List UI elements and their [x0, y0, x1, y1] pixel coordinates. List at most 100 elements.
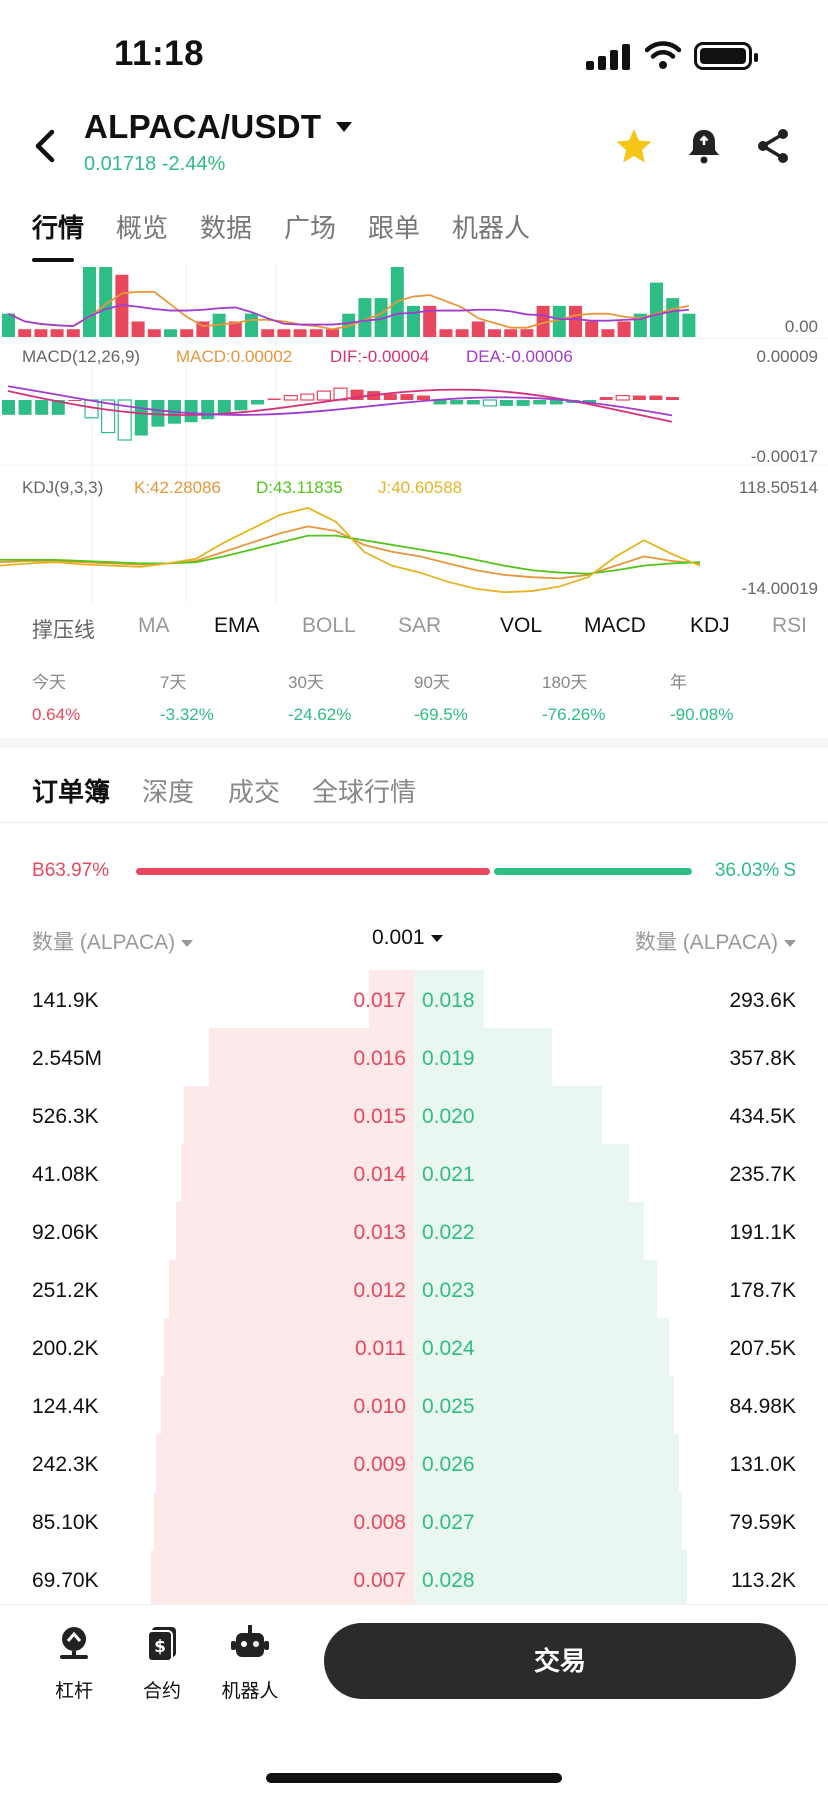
- indicator-ma[interactable]: MA: [138, 614, 170, 637]
- bid-price[interactable]: 0.015: [353, 1105, 406, 1128]
- bid-quantity[interactable]: 85.10K: [32, 1511, 99, 1534]
- back-icon[interactable]: [26, 124, 66, 168]
- tab-trades[interactable]: 成交: [228, 777, 281, 807]
- bid-price[interactable]: 0.017: [353, 989, 406, 1012]
- share-icon[interactable]: [754, 126, 794, 166]
- volume-bar: [682, 313, 696, 337]
- indicator-selector: 撑压线 MA EMA BOLL SAR VOL MACD KDJ RSI: [0, 614, 828, 654]
- orderbook-row[interactable]: 69.70K 0.007 0.028 113.2K: [0, 1550, 828, 1608]
- tab-overview[interactable]: 概览: [116, 213, 169, 243]
- orderbook-row[interactable]: 251.2K 0.012 0.023 178.7K: [0, 1260, 828, 1318]
- ask-qty-header[interactable]: 数量 (ALPACA): [635, 926, 796, 956]
- ask-price[interactable]: 0.027: [422, 1511, 475, 1534]
- bid-quantity[interactable]: 251.2K: [32, 1279, 99, 1302]
- orderbook-row[interactable]: 85.10K 0.008 0.027 79.59K: [0, 1492, 828, 1550]
- ask-quantity[interactable]: 131.0K: [729, 1453, 796, 1476]
- leverage-button[interactable]: 杠杆: [34, 1623, 114, 1703]
- orderbook-row[interactable]: 124.4K 0.010 0.025 84.98K: [0, 1376, 828, 1434]
- bid-quantity[interactable]: 242.3K: [32, 1453, 99, 1476]
- indicator-vol[interactable]: VOL: [500, 614, 543, 637]
- ask-quantity[interactable]: 207.5K: [729, 1337, 796, 1360]
- indicator-kdj[interactable]: KDJ: [690, 614, 730, 637]
- ask-price[interactable]: 0.018: [422, 989, 475, 1012]
- orderbook-row[interactable]: 242.3K 0.009 0.026 131.0K: [0, 1434, 828, 1492]
- bid-price[interactable]: 0.010: [353, 1395, 406, 1418]
- indicator-ema[interactable]: EMA: [214, 614, 260, 637]
- indicator-macd[interactable]: MACD: [584, 614, 646, 637]
- ask-price[interactable]: 0.025: [422, 1395, 475, 1418]
- indicator-support-resistance[interactable]: 撑压线: [32, 619, 95, 642]
- ask-quantity[interactable]: 293.6K: [729, 989, 796, 1012]
- macd-bar: [466, 400, 480, 405]
- ask-quantity[interactable]: 79.59K: [729, 1511, 796, 1534]
- ask-price[interactable]: 0.023: [422, 1279, 475, 1302]
- bid-price[interactable]: 0.011: [355, 1337, 406, 1360]
- kdj-axis-top: 118.50514: [738, 478, 818, 497]
- bid-price[interactable]: 0.013: [353, 1221, 406, 1244]
- ask-quantity[interactable]: 191.1K: [729, 1221, 796, 1244]
- orderbook-row[interactable]: 141.9K 0.017 0.018 293.6K: [0, 970, 828, 1028]
- precision-selector[interactable]: 0.001: [372, 926, 443, 950]
- macd-bar: [35, 400, 49, 415]
- ask-price[interactable]: 0.019: [422, 1047, 475, 1070]
- volume-bar: [261, 329, 275, 337]
- bid-price[interactable]: 0.014: [353, 1163, 406, 1186]
- orderbook-row[interactable]: 200.2K 0.011 0.024 207.5K: [0, 1318, 828, 1376]
- indicator-rsi[interactable]: RSI: [772, 614, 808, 637]
- macd-bar: [632, 395, 646, 400]
- bid-quantity[interactable]: 41.08K: [32, 1163, 99, 1186]
- bid-price[interactable]: 0.009: [353, 1453, 406, 1476]
- bell-icon[interactable]: [684, 126, 724, 166]
- tab-square[interactable]: 广场: [284, 213, 337, 243]
- tab-market[interactable]: 行情: [32, 213, 85, 243]
- bid-quantity[interactable]: 200.2K: [32, 1337, 99, 1360]
- pair-title[interactable]: ALPACA/USDT: [84, 108, 322, 145]
- bid-price[interactable]: 0.007: [353, 1569, 406, 1592]
- bid-depth-bar: [164, 1318, 414, 1376]
- indicator-chart[interactable]: 0.00 MACD(12,26,9) MACD:0.00002 DIF:-0.0…: [0, 263, 828, 603]
- tab-bots[interactable]: 机器人: [452, 213, 531, 243]
- ask-quantity[interactable]: 357.8K: [729, 1047, 796, 1070]
- ask-price[interactable]: 0.021: [422, 1163, 475, 1186]
- tab-data[interactable]: 数据: [200, 213, 253, 243]
- tab-depth[interactable]: 深度: [142, 777, 195, 807]
- bid-quantity[interactable]: 69.70K: [32, 1569, 99, 1592]
- contract-button[interactable]: $ 合约: [122, 1623, 202, 1703]
- bid-price[interactable]: 0.016: [353, 1047, 406, 1070]
- star-icon[interactable]: [614, 126, 654, 166]
- bid-quantity[interactable]: 124.4K: [32, 1395, 99, 1418]
- ask-price[interactable]: 0.022: [422, 1221, 475, 1244]
- ask-quantity[interactable]: 434.5K: [729, 1105, 796, 1128]
- orderbook-row[interactable]: 2.545M 0.016 0.019 357.8K: [0, 1028, 828, 1086]
- ask-quantity[interactable]: 113.2K: [731, 1569, 796, 1592]
- tab-orderbook[interactable]: 订单簿: [32, 777, 111, 807]
- bid-quantity[interactable]: 141.9K: [32, 989, 99, 1012]
- tab-global-market[interactable]: 全球行情: [312, 777, 417, 807]
- bid-price[interactable]: 0.012: [353, 1279, 406, 1302]
- orderbook-row[interactable]: 41.08K 0.014 0.021 235.7K: [0, 1144, 828, 1202]
- volume-bar: [326, 329, 339, 337]
- ask-price[interactable]: 0.020: [422, 1105, 475, 1128]
- ask-price[interactable]: 0.026: [422, 1453, 475, 1476]
- indicator-sar[interactable]: SAR: [398, 614, 442, 637]
- orderbook-row[interactable]: 526.3K 0.015 0.020 434.5K: [0, 1086, 828, 1144]
- ask-quantity[interactable]: 235.7K: [729, 1163, 796, 1186]
- indicator-boll[interactable]: BOLL: [302, 614, 356, 637]
- bid-quantity[interactable]: 2.545M: [32, 1047, 103, 1070]
- tab-copy-trading[interactable]: 跟单: [368, 213, 421, 243]
- ask-quantity[interactable]: 178.7K: [729, 1279, 796, 1302]
- ask-quantity[interactable]: 84.98K: [729, 1395, 796, 1418]
- bid-quantity[interactable]: 92.06K: [32, 1221, 99, 1244]
- bid-qty-header[interactable]: 数量 (ALPACA): [32, 926, 194, 956]
- status-time: 11:18: [114, 34, 205, 73]
- bid-price[interactable]: 0.008: [353, 1511, 406, 1534]
- robot-button[interactable]: 机器人: [210, 1623, 290, 1703]
- macd-bar: [217, 400, 231, 415]
- pair-dropdown-caret-icon[interactable]: [336, 122, 352, 132]
- ask-price[interactable]: 0.028: [422, 1569, 475, 1592]
- trade-button[interactable]: 交易: [324, 1623, 796, 1699]
- orderbook-row[interactable]: 92.06K 0.013 0.022 191.1K: [0, 1202, 828, 1260]
- ask-price[interactable]: 0.024: [422, 1337, 475, 1360]
- bid-quantity[interactable]: 526.3K: [32, 1105, 99, 1128]
- ask-depth-bar: [414, 1376, 674, 1434]
